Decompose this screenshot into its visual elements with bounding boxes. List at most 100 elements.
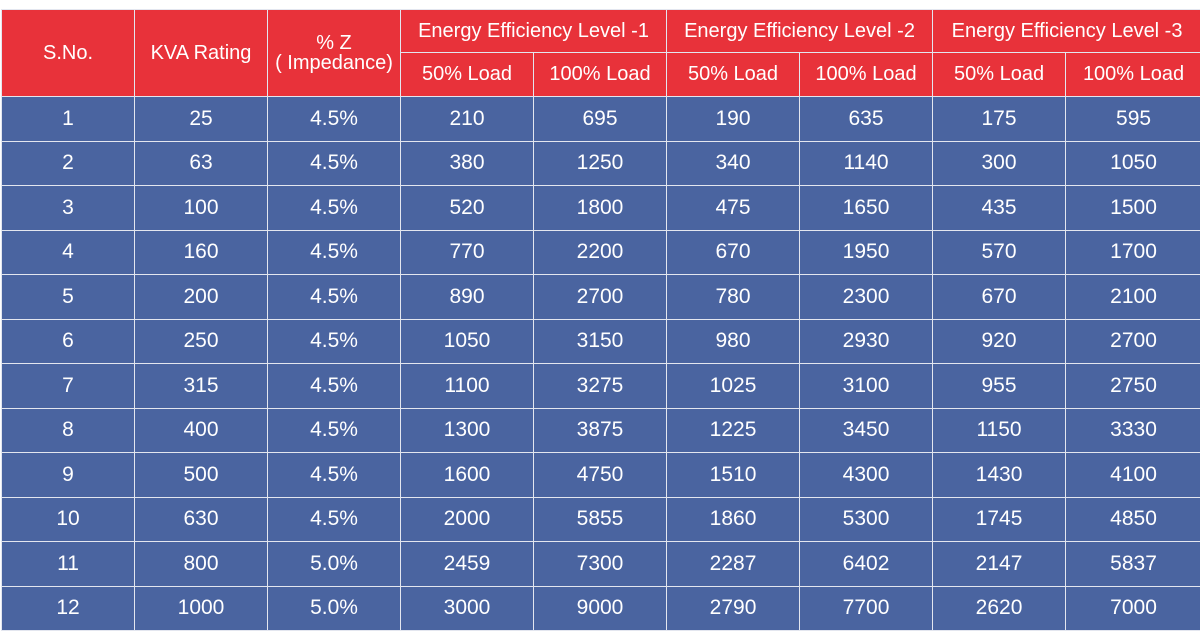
header-level-1: Energy Efficiency Level -1 <box>401 10 667 53</box>
header-level-3-50-load: 50% Load <box>933 53 1066 97</box>
cell-level-1-100-load: 9000 <box>534 586 667 631</box>
cell-level-1-100-load: 2700 <box>534 275 667 320</box>
cell-level-3-100-load: 595 <box>1066 97 1200 142</box>
cell-sno: 3 <box>2 186 135 231</box>
cell-level-3-100-load: 2700 <box>1066 319 1200 364</box>
cell-sno: 12 <box>2 586 135 631</box>
cell-level-2-100-load: 1140 <box>800 141 933 186</box>
cell-level-1-100-load: 1250 <box>534 141 667 186</box>
cell-kva-rating: 25 <box>135 97 268 142</box>
header-level-1-100-load: 100% Load <box>534 53 667 97</box>
cell-impedance: 4.5% <box>268 453 401 498</box>
cell-level-2-100-load: 5300 <box>800 497 933 542</box>
cell-level-1-50-load: 3000 <box>401 586 534 631</box>
cell-level-3-100-load: 2100 <box>1066 275 1200 320</box>
cell-level-1-50-load: 210 <box>401 97 534 142</box>
cell-level-2-50-load: 780 <box>667 275 800 320</box>
cell-level-2-50-load: 1860 <box>667 497 800 542</box>
cell-level-1-100-load: 3150 <box>534 319 667 364</box>
cell-impedance: 4.5% <box>268 497 401 542</box>
cell-impedance: 4.5% <box>268 364 401 409</box>
cell-level-3-100-load: 1050 <box>1066 141 1200 186</box>
cell-level-2-50-load: 190 <box>667 97 800 142</box>
cell-level-2-100-load: 2300 <box>800 275 933 320</box>
cell-level-3-100-load: 5837 <box>1066 542 1200 587</box>
cell-sno: 9 <box>2 453 135 498</box>
cell-level-2-50-load: 2287 <box>667 542 800 587</box>
cell-impedance: 5.0% <box>268 542 401 587</box>
transformer-loss-table-container: S.No. KVA Rating % Z ( Impedance) Energy… <box>1 9 1200 631</box>
cell-sno: 4 <box>2 230 135 275</box>
header-level-2-100-load: 100% Load <box>800 53 933 97</box>
cell-impedance: 4.5% <box>268 408 401 453</box>
cell-level-1-50-load: 380 <box>401 141 534 186</box>
cell-kva-rating: 400 <box>135 408 268 453</box>
header-impedance-line1: % Z <box>316 32 352 54</box>
cell-level-1-50-load: 1300 <box>401 408 534 453</box>
cell-level-1-100-load: 3875 <box>534 408 667 453</box>
cell-level-2-50-load: 670 <box>667 230 800 275</box>
cell-level-1-50-load: 520 <box>401 186 534 231</box>
cell-level-3-100-load: 1500 <box>1066 186 1200 231</box>
cell-level-3-50-load: 1150 <box>933 408 1066 453</box>
cell-level-2-100-load: 6402 <box>800 542 933 587</box>
cell-level-2-50-load: 340 <box>667 141 800 186</box>
header-kva-rating: KVA Rating <box>135 10 268 97</box>
cell-kva-rating: 630 <box>135 497 268 542</box>
cell-kva-rating: 800 <box>135 542 268 587</box>
header-sno: S.No. <box>2 10 135 97</box>
cell-level-1-100-load: 695 <box>534 97 667 142</box>
table-header: S.No. KVA Rating % Z ( Impedance) Energy… <box>2 10 1200 97</box>
cell-level-2-50-load: 475 <box>667 186 800 231</box>
cell-kva-rating: 200 <box>135 275 268 320</box>
cell-level-2-100-load: 7700 <box>800 586 933 631</box>
cell-level-2-100-load: 1650 <box>800 186 933 231</box>
cell-level-1-100-load: 2200 <box>534 230 667 275</box>
cell-kva-rating: 250 <box>135 319 268 364</box>
cell-level-1-100-load: 5855 <box>534 497 667 542</box>
cell-sno: 1 <box>2 97 135 142</box>
cell-level-1-100-load: 4750 <box>534 453 667 498</box>
transformer-loss-table: S.No. KVA Rating % Z ( Impedance) Energy… <box>1 9 1200 631</box>
cell-level-2-100-load: 3450 <box>800 408 933 453</box>
cell-level-3-100-load: 4100 <box>1066 453 1200 498</box>
cell-level-3-100-load: 4850 <box>1066 497 1200 542</box>
cell-impedance: 4.5% <box>268 97 401 142</box>
cell-sno: 7 <box>2 364 135 409</box>
cell-impedance: 4.5% <box>268 275 401 320</box>
cell-level-2-50-load: 2790 <box>667 586 800 631</box>
cell-impedance: 4.5% <box>268 186 401 231</box>
header-impedance-line2: ( Impedance) <box>275 52 393 74</box>
header-impedance: % Z ( Impedance) <box>268 10 401 97</box>
header-level-2: Energy Efficiency Level -2 <box>667 10 933 53</box>
cell-level-3-100-load: 7000 <box>1066 586 1200 631</box>
cell-level-1-50-load: 890 <box>401 275 534 320</box>
cell-level-3-50-load: 670 <box>933 275 1066 320</box>
cell-level-2-100-load: 3100 <box>800 364 933 409</box>
cell-level-2-50-load: 980 <box>667 319 800 364</box>
cell-level-2-50-load: 1025 <box>667 364 800 409</box>
cell-level-3-100-load: 2750 <box>1066 364 1200 409</box>
cell-level-3-50-load: 955 <box>933 364 1066 409</box>
cell-level-3-50-load: 300 <box>933 141 1066 186</box>
cell-sno: 5 <box>2 275 135 320</box>
cell-level-1-50-load: 1050 <box>401 319 534 364</box>
cell-kva-rating: 1000 <box>135 586 268 631</box>
cell-level-1-50-load: 770 <box>401 230 534 275</box>
cell-level-1-50-load: 2000 <box>401 497 534 542</box>
cell-level-2-50-load: 1225 <box>667 408 800 453</box>
cell-level-2-100-load: 635 <box>800 97 933 142</box>
header-row-top: S.No. KVA Rating % Z ( Impedance) Energy… <box>2 10 1200 53</box>
header-level-3: Energy Efficiency Level -3 <box>933 10 1200 53</box>
cell-sno: 6 <box>2 319 135 364</box>
